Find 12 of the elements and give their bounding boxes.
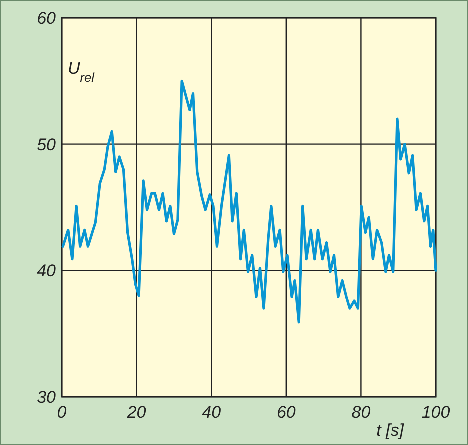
y-tick-label: 50: [37, 135, 57, 154]
y-axis-title: U$_{rel}$: [68, 59, 96, 84]
x-tick-label: 0: [57, 403, 68, 422]
x-tick-label: 80: [352, 403, 372, 422]
y-tick-label: 30: [37, 388, 57, 407]
x-tick-label: 40: [202, 403, 222, 422]
x-tick-label: 100: [422, 403, 451, 422]
x-axis-title: t [s]: [376, 421, 406, 440]
y-tick-label: 60: [37, 9, 57, 28]
x-tick-label: 20: [126, 403, 147, 422]
y-tick-label: 40: [37, 262, 57, 281]
x-tick-label: 60: [276, 403, 296, 422]
